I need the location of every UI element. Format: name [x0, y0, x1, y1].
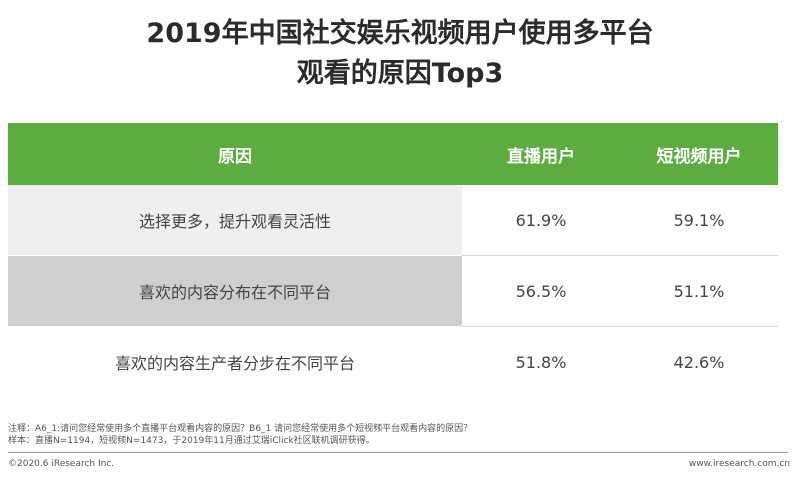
- title-line-1: 2019年中国社交娱乐视频用户使用多平台: [146, 18, 654, 49]
- column-header-reason: 原因: [8, 123, 462, 185]
- short-value-cell: 42.6%: [620, 326, 778, 398]
- short-value-cell: 51.1%: [620, 255, 778, 327]
- live-value-cell: 51.8%: [462, 326, 620, 398]
- table-row: 选择更多，提升观看灵活性 61.9% 59.1%: [8, 185, 778, 256]
- reason-cell: 喜欢的内容生产者分步在不同平台: [8, 326, 462, 398]
- short-value-cell: 59.1%: [620, 185, 778, 256]
- title-line-2: 观看的原因Top3: [296, 58, 504, 89]
- table-row: 喜欢的内容分布在不同平台 56.5% 51.1%: [8, 255, 778, 327]
- reason-cell: 选择更多，提升观看灵活性: [8, 185, 462, 256]
- column-header-live: 直播用户: [462, 123, 620, 185]
- reasons-table: 原因 直播用户 短视频用户 选择更多，提升观看灵活性 61.9% 59.1% 喜…: [8, 123, 778, 398]
- live-value-cell: 56.5%: [462, 255, 620, 327]
- note-line-2: 样本：直播N=1194，短视频N=1473，于2019年11月通过艾瑞iClic…: [8, 436, 375, 446]
- footer-divider: [8, 452, 788, 453]
- live-value-cell: 61.9%: [462, 185, 620, 256]
- reason-cell: 喜欢的内容分布在不同平台: [8, 255, 462, 327]
- copyright-text: ©2020.6 iResearch Inc.: [8, 459, 115, 469]
- note-line-1: 注释：A6_1:请问您经常使用多个直播平台观看内容的原因？B6_1 请问您经常使…: [8, 424, 473, 434]
- chart-title: 2019年中国社交娱乐视频用户使用多平台 观看的原因Top3: [0, 14, 800, 94]
- column-header-short: 短视频用户: [620, 123, 778, 185]
- table-header-row: 原因 直播用户 短视频用户: [8, 123, 778, 185]
- footnotes: 注释：A6_1:请问您经常使用多个直播平台观看内容的原因？B6_1 请问您经常使…: [8, 423, 788, 447]
- website-url: www.iresearch.com.cn: [688, 459, 790, 469]
- table-row: 喜欢的内容生产者分步在不同平台 51.8% 42.6%: [8, 326, 778, 398]
